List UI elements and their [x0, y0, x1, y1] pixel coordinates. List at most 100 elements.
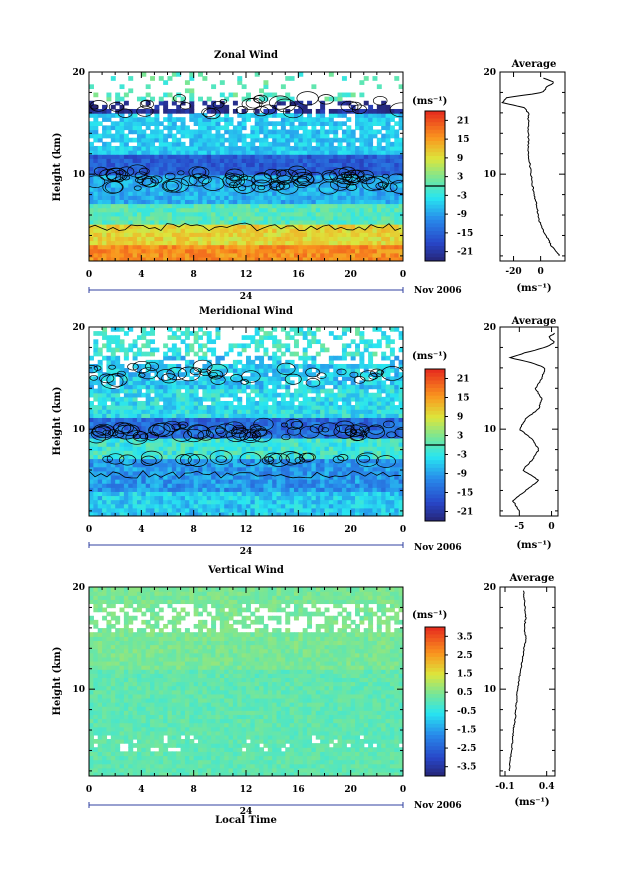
heatmap-cell — [316, 454, 321, 459]
heatmap-cell — [342, 154, 347, 159]
heatmap-cell — [311, 240, 316, 245]
heatmap-cell — [215, 467, 220, 472]
heatmap-cell — [215, 479, 220, 484]
heatmap-cell — [194, 475, 199, 480]
heatmap-cell — [263, 146, 268, 151]
heatmap-cell — [390, 458, 395, 463]
heatmap-cell — [146, 195, 151, 200]
heatmap-cell — [185, 401, 190, 406]
heatmap-cell — [372, 162, 377, 167]
heatmap-cell — [237, 479, 242, 484]
heatmap-cell — [342, 220, 347, 225]
heatmap-cell — [176, 487, 181, 492]
heatmap-cell — [98, 487, 103, 492]
heatmap-cell — [146, 179, 151, 184]
heatmap-cell — [207, 422, 212, 427]
heatmap-cell — [311, 253, 316, 258]
heatmap-cell — [372, 504, 377, 509]
heatmap-cell — [325, 422, 330, 427]
heatmap-cell — [277, 508, 282, 513]
heatmap-cell — [342, 121, 347, 126]
heatmap-cell — [120, 417, 125, 422]
heatmap-cell — [168, 500, 173, 505]
heatmap-cell — [355, 195, 360, 200]
heatmap-cell — [224, 479, 229, 484]
heatmap-cell — [359, 191, 364, 196]
heatmap-cell — [211, 220, 216, 225]
heatmap-cell — [102, 463, 107, 468]
heatmap-cell — [259, 236, 264, 241]
heatmap-cell — [333, 154, 338, 159]
heatmap-cell — [202, 397, 207, 402]
heatmap-cell — [268, 93, 273, 98]
heatmap-cell — [281, 245, 286, 250]
heatmap-cell — [224, 146, 229, 151]
heatmap-cell — [346, 504, 351, 509]
heatmap-cell — [372, 216, 377, 221]
heatmap-cell — [285, 146, 290, 151]
heatmap-cell — [194, 240, 199, 245]
heatmap-cell — [102, 500, 107, 505]
heatmap-cell — [163, 138, 168, 143]
heatmap-cell — [133, 208, 138, 213]
heatmap-cell — [215, 491, 220, 496]
heatmap-cell — [272, 430, 277, 435]
heatmap-cell — [381, 495, 386, 500]
heatmap-cell — [272, 491, 277, 496]
heatmap-cell — [364, 203, 369, 208]
heatmap-cell — [185, 236, 190, 241]
heatmap-cell — [176, 154, 181, 159]
heatmap-cell — [377, 475, 382, 480]
heatmap-cell — [320, 228, 325, 233]
heatmap-cell — [342, 249, 347, 254]
heatmap-cell — [281, 220, 286, 225]
heatmap-cell — [124, 446, 129, 451]
heatmap-cell — [311, 191, 316, 196]
heatmap-cell — [102, 479, 107, 484]
heatmap-cell — [220, 142, 225, 147]
heatmap-cell — [168, 236, 173, 241]
heatmap-cell — [342, 199, 347, 204]
heatmap-cell — [189, 446, 194, 451]
heatmap-cell — [220, 220, 225, 225]
heatmap-cell — [268, 195, 273, 200]
heatmap-cell — [176, 109, 181, 114]
heatmap-cell — [211, 212, 216, 217]
heatmap-cell — [255, 487, 260, 492]
heatmap-cell — [207, 158, 212, 163]
heatmap-cell — [237, 245, 242, 250]
heatmap-cell — [377, 130, 382, 135]
heatmap-cell — [120, 446, 125, 451]
heatmap-cell — [211, 146, 216, 151]
heatmap-cell — [303, 150, 308, 155]
heatmap-cell — [159, 417, 164, 422]
heatmap-cell — [220, 208, 225, 213]
heatmap-cell — [159, 479, 164, 484]
heatmap-cell — [281, 101, 286, 106]
heatmap-cell — [215, 442, 220, 447]
heatmap-cell — [124, 154, 129, 159]
heatmap-cell — [189, 212, 194, 217]
heatmap-cell — [181, 97, 186, 102]
heatmap-cell — [359, 208, 364, 213]
heatmap-cell — [390, 405, 395, 410]
heatmap-cell — [268, 130, 273, 135]
heatmap-cell — [89, 195, 94, 200]
heatmap-cell — [102, 224, 107, 229]
heatmap-cell — [163, 93, 168, 98]
heatmap-cell — [198, 97, 203, 102]
heatmap-cell — [215, 500, 220, 505]
heatmap-cell — [159, 504, 164, 509]
heatmap-cell — [372, 417, 377, 422]
heatmap-cell — [263, 134, 268, 139]
heatmap-cell — [189, 220, 194, 225]
heatmap-cell — [290, 249, 295, 254]
heatmap-cell — [211, 479, 216, 484]
heatmap-cell — [381, 121, 386, 126]
heatmap-cell — [106, 236, 111, 241]
heatmap-cell — [185, 195, 190, 200]
heatmap-cell — [320, 117, 325, 122]
colorbar-swatch — [425, 197, 445, 201]
heatmap-cell — [372, 220, 377, 225]
heatmap-cell — [355, 467, 360, 472]
